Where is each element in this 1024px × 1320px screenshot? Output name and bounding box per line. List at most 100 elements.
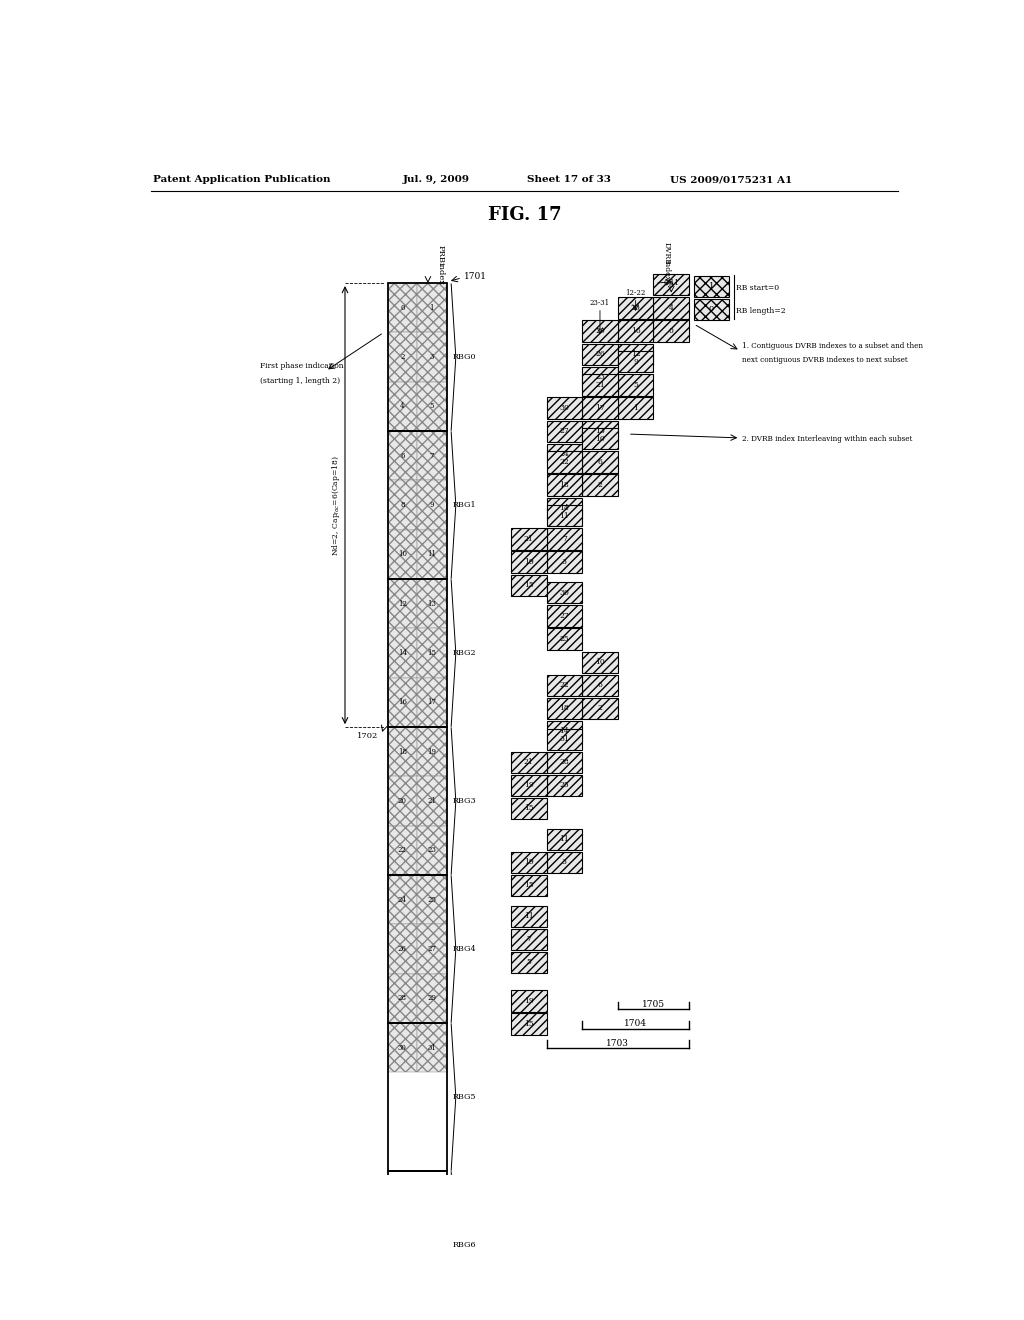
Bar [547, 498, 583, 519]
Bar [547, 606, 583, 627]
Text: 6: 6 [598, 458, 602, 466]
Bar [511, 952, 547, 973]
Text: 2: 2 [598, 705, 602, 713]
Bar [417, 628, 446, 677]
Text: 5: 5 [429, 403, 434, 411]
Bar [617, 397, 653, 418]
Text: 19: 19 [427, 747, 436, 756]
Bar [617, 343, 653, 364]
Bar [417, 432, 446, 480]
Text: 24: 24 [559, 450, 569, 458]
Bar [388, 480, 417, 529]
Bar [388, 974, 417, 1023]
Text: 25: 25 [559, 781, 569, 789]
Text: 19: 19 [524, 781, 534, 789]
Text: 20: 20 [631, 304, 640, 312]
Bar [617, 297, 653, 318]
Text: 11: 11 [524, 912, 534, 920]
Text: 18: 18 [398, 747, 407, 756]
Text: 27: 27 [559, 428, 569, 436]
Bar [388, 776, 417, 826]
Bar [583, 698, 617, 719]
Bar [417, 974, 446, 1023]
Text: 6: 6 [598, 681, 602, 689]
Bar [388, 432, 417, 480]
Text: Patent Application Publication: Patent Application Publication [153, 176, 331, 185]
Bar [388, 381, 417, 432]
Text: 18: 18 [559, 480, 569, 488]
Text: RB start=0: RB start=0 [735, 284, 778, 292]
Bar [417, 529, 446, 579]
Text: 16: 16 [631, 327, 640, 335]
Text: Nd=2, Cap$_{loc}$=6(Cap=18): Nd=2, Cap$_{loc}$=6(Cap=18) [330, 454, 342, 556]
Bar [547, 698, 583, 719]
Text: 30: 30 [398, 1044, 407, 1052]
Bar [547, 851, 583, 873]
Text: 14: 14 [559, 504, 569, 512]
Text: 1705: 1705 [642, 1001, 665, 1008]
Bar [417, 1023, 446, 1072]
Bar [511, 775, 547, 796]
Text: RBG6: RBG6 [453, 1241, 476, 1249]
Bar [417, 677, 446, 727]
Text: RBG1: RBG1 [453, 502, 476, 510]
Text: 11: 11 [559, 836, 569, 843]
Bar [511, 751, 547, 774]
Text: 4: 4 [669, 304, 674, 312]
Bar [388, 727, 417, 776]
Text: 1703: 1703 [606, 1039, 629, 1048]
Text: 11: 11 [559, 512, 569, 520]
Text: index: index [663, 260, 671, 281]
Text: US 2009/0175231 A1: US 2009/0175231 A1 [671, 176, 793, 185]
Bar [547, 582, 583, 603]
Bar [417, 480, 446, 529]
Text: 22: 22 [559, 458, 569, 466]
Text: 7: 7 [526, 936, 531, 944]
Bar [388, 628, 417, 677]
Text: 15: 15 [524, 1020, 534, 1028]
Bar [547, 451, 583, 473]
Bar [511, 851, 547, 873]
Bar [547, 751, 583, 774]
Text: 0: 0 [709, 305, 714, 313]
Text: FIG. 17: FIG. 17 [488, 206, 561, 224]
Text: 25: 25 [427, 896, 436, 904]
Bar [417, 333, 446, 381]
Bar [388, 1171, 446, 1319]
Bar [388, 727, 446, 875]
Bar [388, 432, 446, 579]
Text: 27: 27 [559, 612, 569, 620]
Text: RB length=2: RB length=2 [735, 306, 785, 315]
Text: 3: 3 [562, 558, 567, 566]
Text: 13: 13 [595, 428, 605, 436]
Bar [617, 351, 653, 372]
Bar [417, 875, 446, 924]
Bar [583, 652, 617, 673]
Text: index: index [436, 261, 444, 285]
Text: RBG5: RBG5 [453, 1093, 476, 1101]
Bar [547, 775, 583, 796]
Bar [511, 797, 547, 818]
Text: 5: 5 [633, 381, 638, 389]
Text: 27: 27 [427, 945, 436, 953]
Text: 23: 23 [595, 374, 605, 381]
Bar [693, 298, 729, 321]
Bar [583, 474, 617, 496]
Bar [547, 421, 583, 442]
Bar [511, 1014, 547, 1035]
Bar [417, 579, 446, 628]
Text: 7: 7 [562, 535, 566, 543]
Bar [511, 990, 547, 1011]
Bar [511, 574, 547, 595]
Text: 1704: 1704 [624, 1019, 647, 1028]
Text: 1. Contiguous DVRB indexes to a subset and then: 1. Contiguous DVRB indexes to a subset a… [741, 342, 923, 350]
Bar [417, 924, 446, 974]
Bar [547, 474, 583, 496]
Bar [547, 729, 583, 750]
Bar [511, 528, 547, 549]
Text: 28: 28 [398, 994, 407, 1002]
Bar [547, 829, 583, 850]
Text: 15: 15 [427, 649, 436, 657]
Text: 17: 17 [427, 698, 436, 706]
Text: 19: 19 [524, 558, 534, 566]
